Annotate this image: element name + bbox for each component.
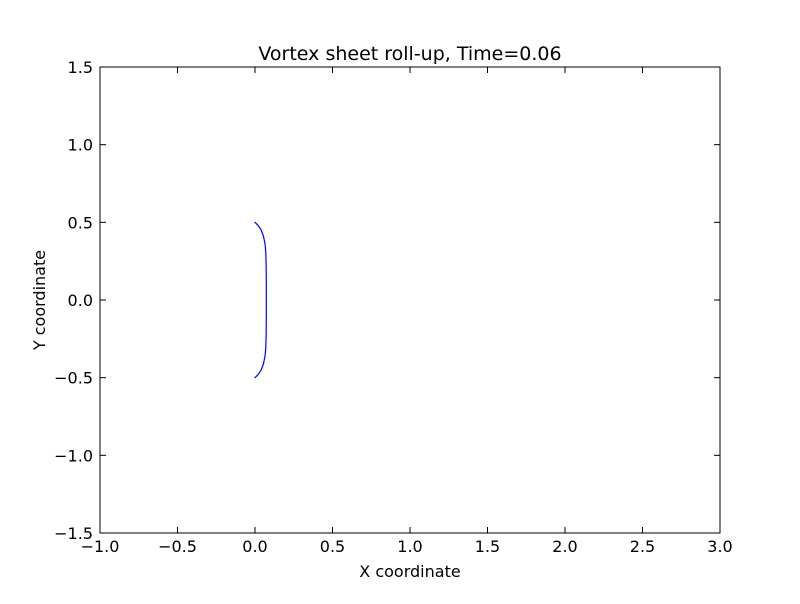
plot-frame bbox=[99, 66, 721, 534]
x-tick-label: −1.0 bbox=[81, 537, 120, 556]
y-axis-label: Y coordinate bbox=[30, 250, 49, 351]
y-tick-label: −1.0 bbox=[54, 446, 93, 465]
y-tick-label: −0.5 bbox=[54, 369, 93, 388]
x-axis-label: X coordinate bbox=[359, 562, 460, 581]
chart-title: Vortex sheet roll-up, Time=0.06 bbox=[258, 43, 561, 65]
x-tick-label: 3.0 bbox=[707, 537, 732, 556]
series-layer bbox=[254, 221, 267, 379]
y-tick-label: 0.5 bbox=[68, 213, 93, 232]
x-tick-label: 1.0 bbox=[397, 537, 422, 556]
y-tick-label: −1.5 bbox=[54, 524, 93, 543]
y-tick-label: 1.5 bbox=[68, 58, 93, 77]
x-tick-label: −0.5 bbox=[158, 537, 197, 556]
y-tick-label: 1.0 bbox=[68, 136, 93, 155]
x-tick-label: 0.0 bbox=[242, 537, 267, 556]
ticks-layer: −1.0 −0.5 0.0 0.5 1.0 1.5 2.0 2.5 3.0−1.5−1.0−0.… bbox=[54, 58, 733, 556]
x-tick-label: 2.0 bbox=[552, 537, 577, 556]
y-tick-label: 0.0 bbox=[68, 291, 93, 310]
x-tick-label: 2.5 bbox=[630, 537, 655, 556]
x-tick-label: 1.5 bbox=[475, 537, 500, 556]
series-line-0 bbox=[254, 221, 267, 379]
x-tick-label: 0.5 bbox=[320, 537, 345, 556]
